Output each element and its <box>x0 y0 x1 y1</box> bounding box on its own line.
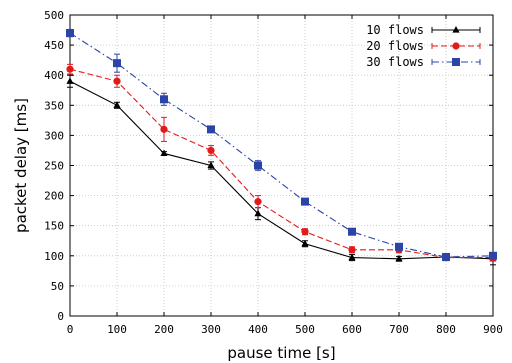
x-tick-label: 200 <box>154 323 174 336</box>
data-point <box>113 59 121 68</box>
series-30-flows <box>66 28 497 262</box>
data-point <box>113 77 121 85</box>
axis-ticks: 0 50 100 150 200 250 300 350 400 450 500 0 100 200 300… <box>44 9 503 336</box>
y-axis-label: packet delay [ms] <box>12 98 30 233</box>
legend-label: 10 flows <box>366 23 424 37</box>
x-axis-label: pause time [s] <box>227 344 335 362</box>
data-point <box>489 251 497 260</box>
y-tick-label: 500 <box>44 9 64 22</box>
series-layer <box>66 28 497 266</box>
legend-item-20-flows: 20 flows <box>366 39 481 53</box>
legend-item-30-flows: 30 flows <box>366 55 481 69</box>
data-point <box>254 198 262 206</box>
series-line <box>69 68 493 259</box>
x-tick-label: 400 <box>248 323 268 336</box>
grid <box>69 14 494 317</box>
legend-marker <box>452 42 460 50</box>
y-tick-label: 350 <box>44 99 64 112</box>
x-tick-label: 800 <box>436 323 456 336</box>
legend-label: 20 flows <box>366 39 424 53</box>
data-point <box>66 77 74 84</box>
y-tick-label: 50 <box>51 280 64 293</box>
y-tick-label: 450 <box>44 39 64 52</box>
x-tick-label: 100 <box>107 323 127 336</box>
data-point <box>348 253 356 261</box>
legend-marker <box>452 26 460 33</box>
legend-marker <box>452 58 460 66</box>
x-tick-label: 0 <box>67 323 74 336</box>
data-point <box>348 227 356 236</box>
data-point <box>395 242 403 251</box>
y-tick-label: 0 <box>57 310 64 323</box>
y-tick-label: 150 <box>44 220 64 233</box>
data-point <box>66 29 74 38</box>
x-tick-label: 700 <box>389 323 409 336</box>
x-tick-label: 600 <box>342 323 362 336</box>
data-point <box>301 197 309 206</box>
series-line <box>69 80 494 260</box>
data-point <box>207 125 215 134</box>
y-tick-label: 400 <box>44 69 64 82</box>
legend: 10 flows 20 flows 30 flows <box>366 23 481 69</box>
x-tick-label: 500 <box>295 323 315 336</box>
data-point <box>301 239 309 247</box>
legend-item-10-flows: 10 flows <box>366 23 481 37</box>
series-line <box>69 32 494 258</box>
legend-label: 30 flows <box>366 55 424 69</box>
data-point <box>207 146 215 155</box>
series-20-flows <box>66 63 497 262</box>
data-point <box>301 228 309 236</box>
y-tick-label: 100 <box>44 250 64 263</box>
y-tick-label: 250 <box>44 160 64 173</box>
data-point <box>160 149 168 157</box>
data-point <box>207 161 215 169</box>
data-point <box>66 65 74 73</box>
series-10-flows <box>66 74 497 266</box>
data-point <box>442 253 450 262</box>
y-tick-label: 200 <box>44 190 64 203</box>
data-point <box>254 161 262 170</box>
x-tick-label: 300 <box>201 323 221 336</box>
data-point <box>160 95 168 104</box>
data-point <box>113 101 121 108</box>
y-tick-label: 300 <box>44 129 64 142</box>
x-tick-label: 900 <box>483 323 503 336</box>
data-point <box>395 254 403 262</box>
data-point <box>348 246 356 254</box>
data-point <box>160 125 168 133</box>
data-point <box>254 209 262 217</box>
